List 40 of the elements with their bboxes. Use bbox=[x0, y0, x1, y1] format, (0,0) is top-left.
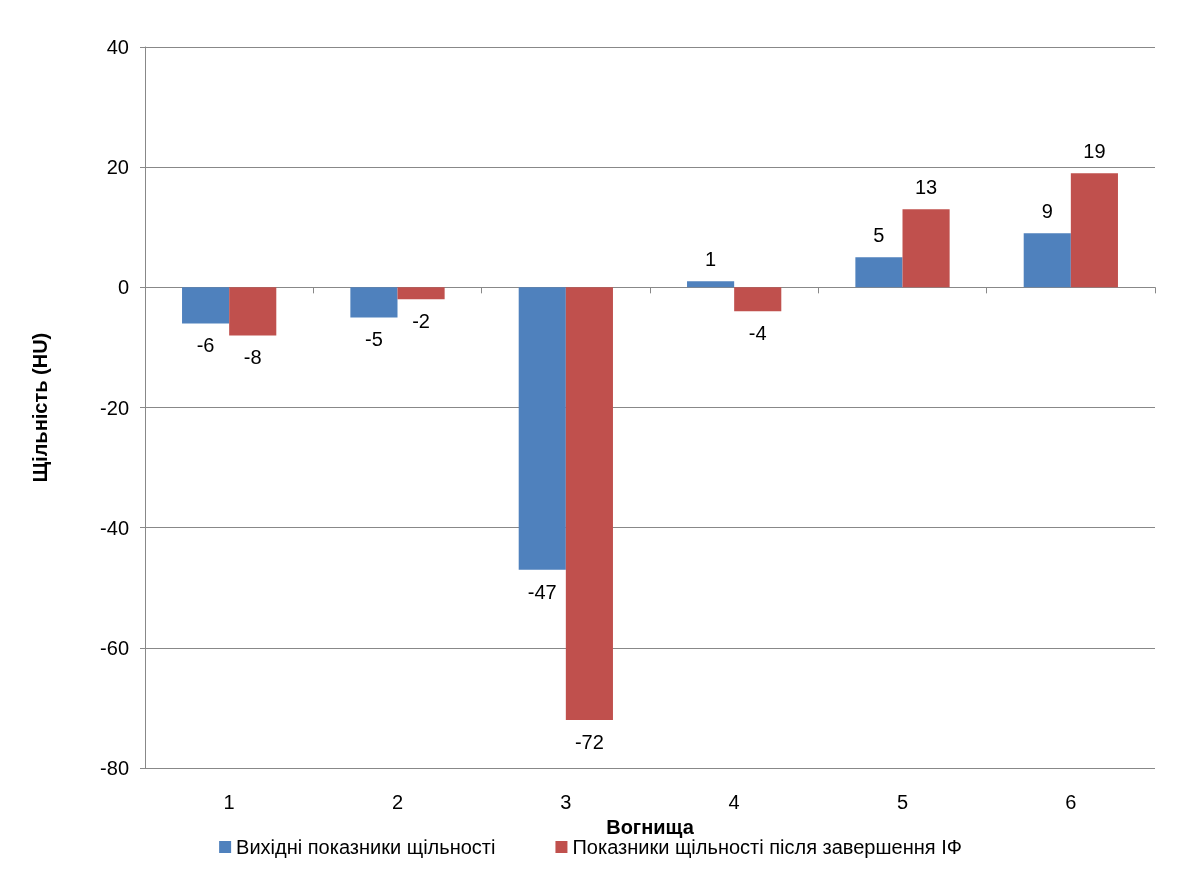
y-tick-label: -40 bbox=[100, 516, 129, 539]
data-label: -72 bbox=[574, 730, 604, 753]
data-label: -8 bbox=[243, 346, 262, 369]
y-axis-title: Щільність (HU) bbox=[29, 332, 51, 483]
bar bbox=[902, 209, 950, 288]
bar bbox=[350, 287, 398, 318]
data-label: -2 bbox=[412, 310, 430, 333]
data-label: 1 bbox=[705, 248, 717, 271]
data-label: 13 bbox=[914, 176, 938, 199]
x-axis-title: Вогнища bbox=[606, 815, 695, 838]
data-label: 5 bbox=[873, 224, 885, 247]
x-tick-label: 2 bbox=[391, 791, 404, 813]
bar bbox=[229, 287, 277, 336]
x-tick-label: 4 bbox=[728, 791, 740, 813]
data-label: -47 bbox=[527, 580, 557, 603]
bar bbox=[734, 287, 782, 312]
y-tick-label: 0 bbox=[117, 276, 129, 299]
bar bbox=[855, 257, 903, 288]
y-tick-label: 40 bbox=[106, 36, 129, 58]
bar bbox=[1023, 233, 1071, 288]
bar bbox=[565, 287, 613, 720]
bar bbox=[687, 281, 735, 288]
data-label: -5 bbox=[365, 328, 383, 351]
data-label: -4 bbox=[748, 322, 767, 345]
y-tick-label: 20 bbox=[106, 156, 129, 179]
x-tick-label: 6 bbox=[1065, 791, 1077, 813]
bar bbox=[397, 287, 445, 300]
data-label: -6 bbox=[196, 334, 215, 357]
y-tick-label: -60 bbox=[100, 636, 129, 659]
legend-label: Вихідні показники щільності bbox=[236, 836, 496, 858]
x-tick-label: 1 bbox=[223, 791, 235, 813]
x-tick-label: 5 bbox=[896, 791, 909, 813]
y-tick-label: -20 bbox=[100, 396, 129, 419]
bar bbox=[518, 287, 566, 570]
bar bbox=[182, 287, 230, 324]
x-tick-label: 3 bbox=[560, 791, 572, 813]
data-label: 9 bbox=[1041, 200, 1053, 223]
bar bbox=[1070, 173, 1118, 288]
y-tick-label: -80 bbox=[100, 757, 129, 779]
data-label: 19 bbox=[1083, 140, 1106, 163]
